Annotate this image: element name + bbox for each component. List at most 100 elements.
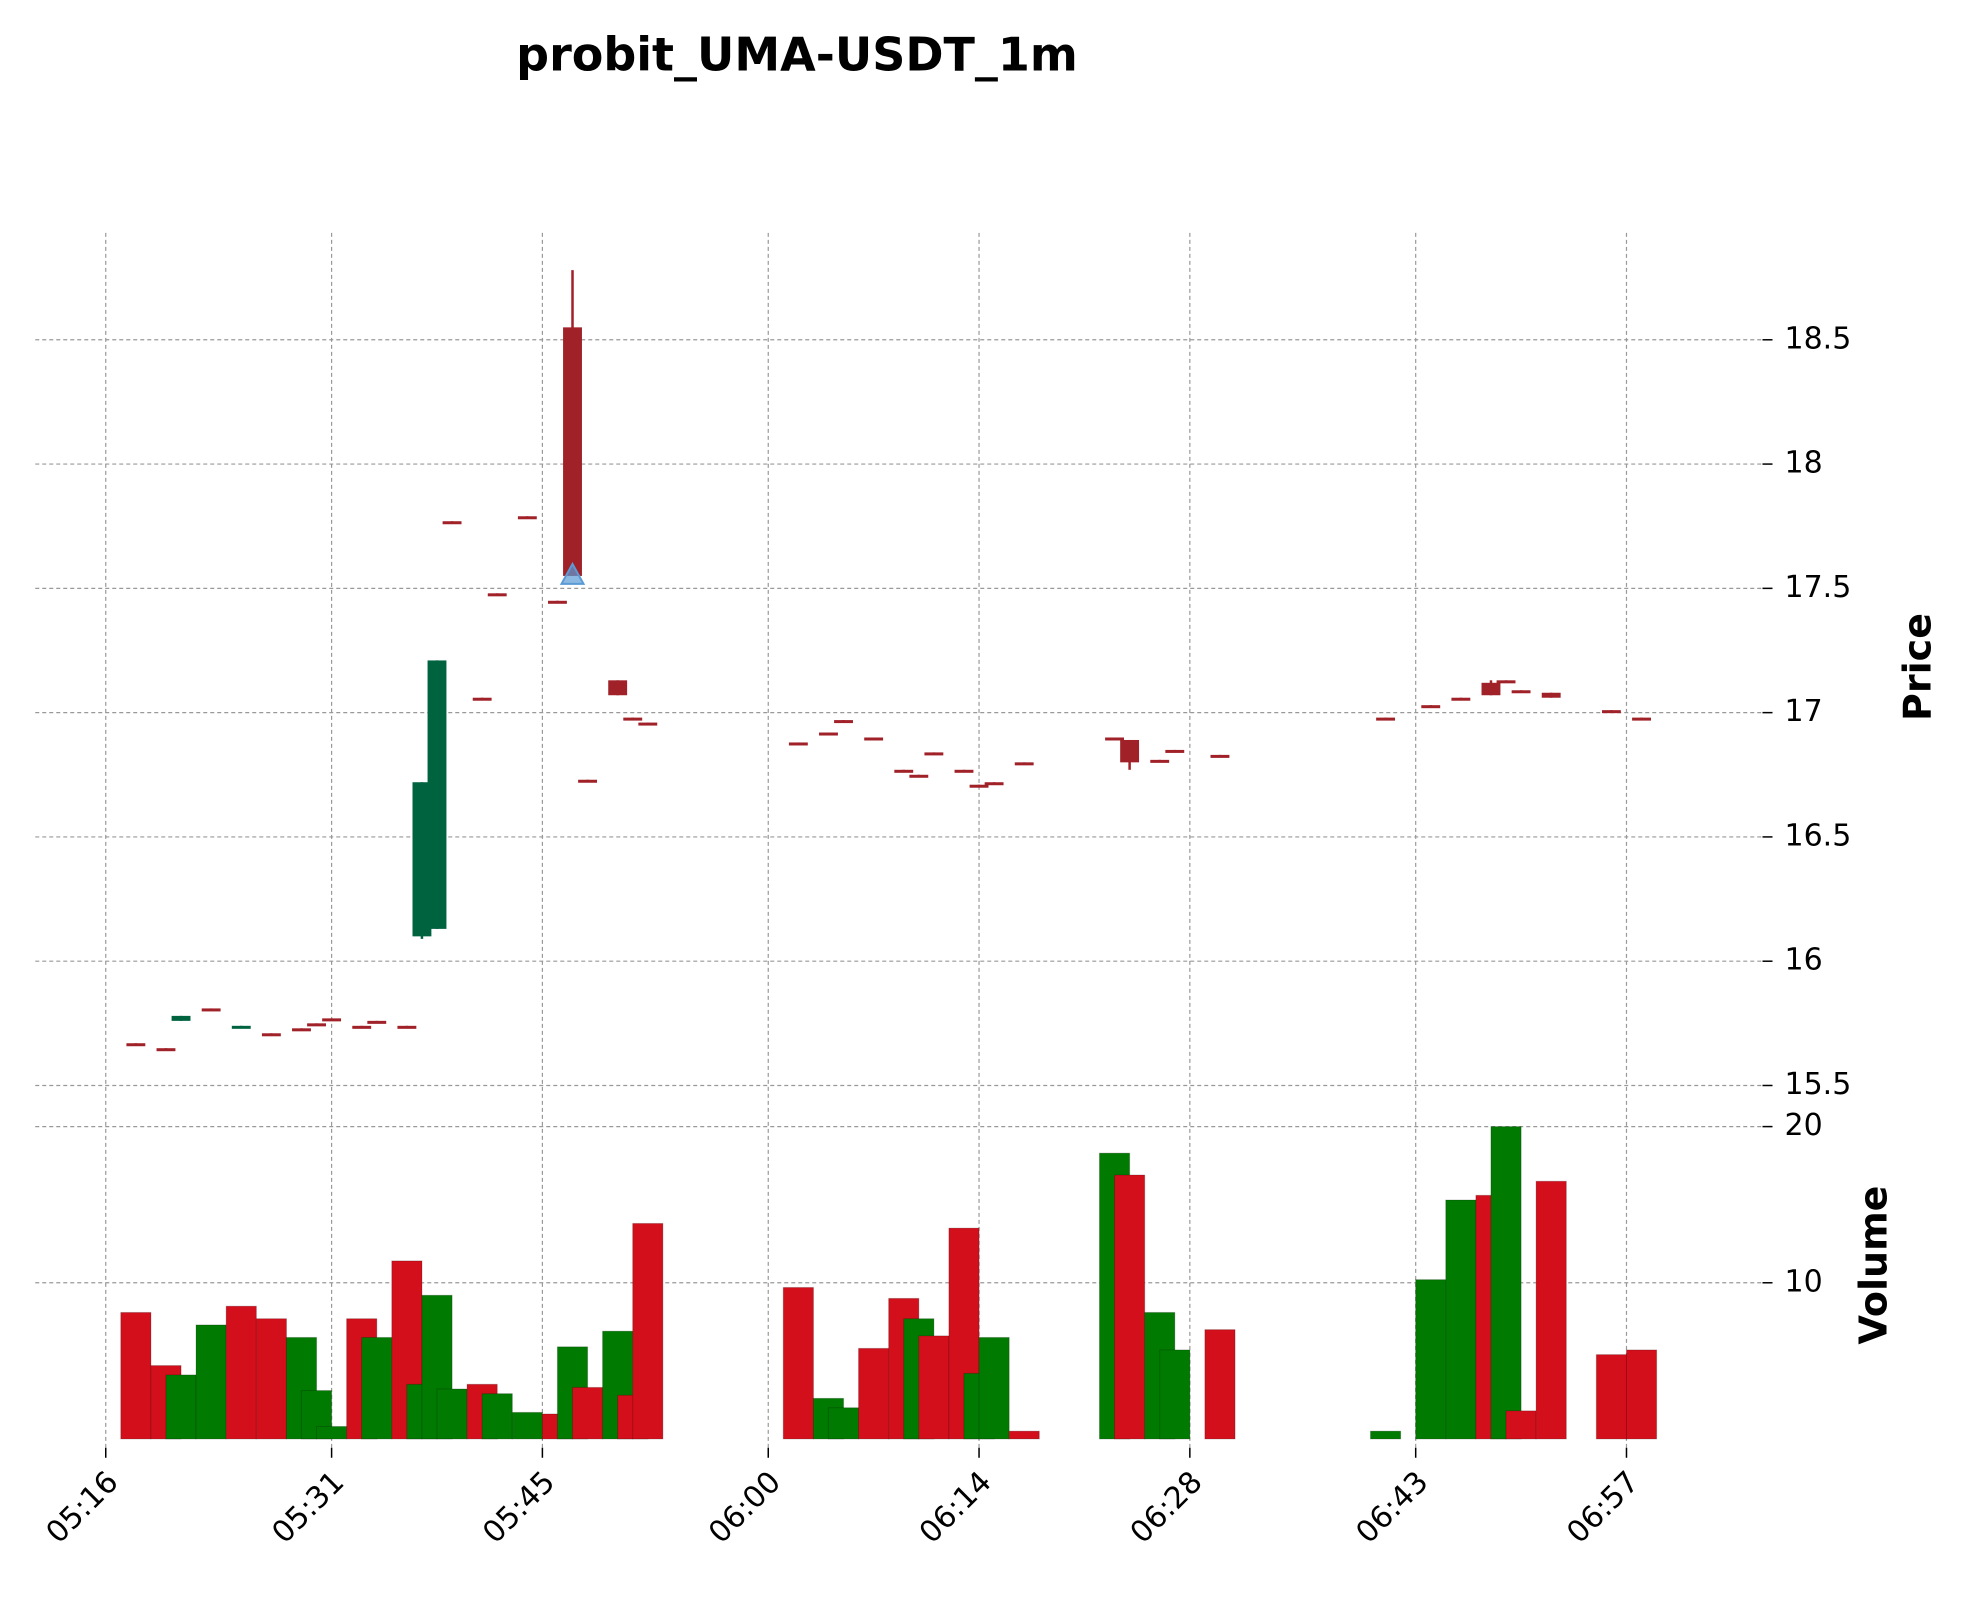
volume-bar <box>1535 1180 1567 1440</box>
volume-bar <box>1445 1199 1477 1440</box>
candle-body <box>1451 697 1471 701</box>
candle-body <box>548 600 567 604</box>
x-tick-label: 06:00 <box>702 1465 788 1551</box>
candle-body <box>307 1023 326 1027</box>
candle-body <box>819 732 838 736</box>
volume-bar <box>361 1336 393 1440</box>
volume-bar <box>827 1407 860 1440</box>
volume-bar <box>782 1286 814 1440</box>
volume-bar <box>436 1388 468 1440</box>
candle-body <box>924 752 944 756</box>
chart-title: probit_UMA-USDT_1m <box>516 28 1078 82</box>
candle-body <box>1632 717 1651 721</box>
candle-body <box>788 742 808 746</box>
candle-body <box>427 660 447 929</box>
candle-body <box>563 327 582 576</box>
volume-bar <box>1204 1329 1236 1440</box>
x-tick-label: 05:16 <box>40 1465 126 1551</box>
price-label: Price <box>1896 613 1940 721</box>
candle-body <box>1150 759 1170 763</box>
candle-body <box>472 697 492 701</box>
candle-body <box>1511 690 1531 694</box>
volume-bar <box>255 1318 287 1440</box>
candle-body <box>1210 754 1230 758</box>
y-tick-label: 17 <box>1785 694 1823 729</box>
volume-bar <box>632 1222 664 1440</box>
volume-bar <box>1159 1349 1191 1440</box>
y-tick-label: 17.5 <box>1785 570 1852 605</box>
x-tick-label: 05:45 <box>476 1465 562 1551</box>
candle-body <box>1120 739 1140 763</box>
candle-body <box>487 593 507 597</box>
candle-body <box>864 737 884 741</box>
candle-body <box>984 782 1004 786</box>
y-tick-label: 16.5 <box>1785 818 1852 853</box>
x-tick-label: 05:31 <box>265 1465 351 1551</box>
signal-marker <box>559 561 586 585</box>
candle-body <box>894 769 914 773</box>
candle-body <box>1541 692 1561 698</box>
volume-bar <box>1505 1410 1537 1440</box>
candle-body <box>1496 680 1516 684</box>
candle-body <box>1014 762 1034 766</box>
candle-body <box>397 1025 417 1029</box>
volume-tick-label: 10 <box>1785 1264 1823 1299</box>
volume-bar <box>571 1386 604 1440</box>
candle-body <box>201 1008 221 1012</box>
y-tick-label: 18.5 <box>1785 321 1852 356</box>
volume-bar <box>1114 1174 1146 1440</box>
x-tick-label: 06:43 <box>1349 1465 1435 1551</box>
candle-body <box>608 680 628 696</box>
candle-body <box>156 1048 176 1052</box>
candle-body <box>367 1020 387 1024</box>
candle-body <box>638 722 658 726</box>
volume-bar <box>1625 1349 1658 1440</box>
candle-body <box>1165 749 1185 753</box>
y-tick-label: 16 <box>1785 943 1823 978</box>
candle-body <box>412 782 432 937</box>
candle-body <box>1601 710 1621 714</box>
volume-bar <box>1415 1279 1447 1440</box>
y-tick-label: 18 <box>1785 446 1823 481</box>
volume-bar <box>1595 1354 1628 1440</box>
candle-body <box>1376 717 1396 721</box>
volume-bar <box>978 1336 1010 1440</box>
candle-body <box>517 516 537 520</box>
volume-bar <box>165 1374 197 1440</box>
x-tick-label: 06:14 <box>913 1465 999 1551</box>
x-tick-label: 06:57 <box>1560 1465 1646 1551</box>
candle-body <box>954 769 974 773</box>
volume-bar <box>1490 1126 1522 1440</box>
candle-body <box>231 1025 251 1029</box>
volume-bar <box>225 1305 257 1440</box>
volume-bar <box>918 1335 950 1440</box>
candle-body <box>834 720 853 724</box>
candle-body <box>1481 682 1501 696</box>
volume-label: Volume <box>1852 1186 1896 1345</box>
x-tick-label: 06:28 <box>1124 1465 1210 1551</box>
y-tick-label: 15.5 <box>1785 1067 1852 1102</box>
candle-body <box>1421 705 1441 709</box>
candle-body <box>171 1015 191 1021</box>
volume-bar <box>1369 1430 1402 1440</box>
candle-body <box>1105 737 1124 741</box>
candle-body <box>261 1033 281 1037</box>
candle-body <box>909 774 929 778</box>
volume-bar <box>511 1411 543 1440</box>
candle-body <box>442 521 462 525</box>
candle-body <box>352 1025 372 1029</box>
candle-body <box>623 717 643 721</box>
volume-bar <box>858 1347 890 1440</box>
volume-bar <box>481 1393 513 1440</box>
volume-tick-label: 20 <box>1785 1108 1823 1143</box>
volume-bar <box>1008 1430 1040 1440</box>
candle-body <box>578 779 598 783</box>
candle-body <box>322 1018 342 1022</box>
volume-bar <box>195 1324 227 1440</box>
candle-body <box>969 784 989 788</box>
volume-bar <box>120 1311 152 1440</box>
candle-body <box>292 1028 311 1032</box>
volume-bar <box>315 1425 348 1440</box>
candle-body <box>126 1043 146 1047</box>
